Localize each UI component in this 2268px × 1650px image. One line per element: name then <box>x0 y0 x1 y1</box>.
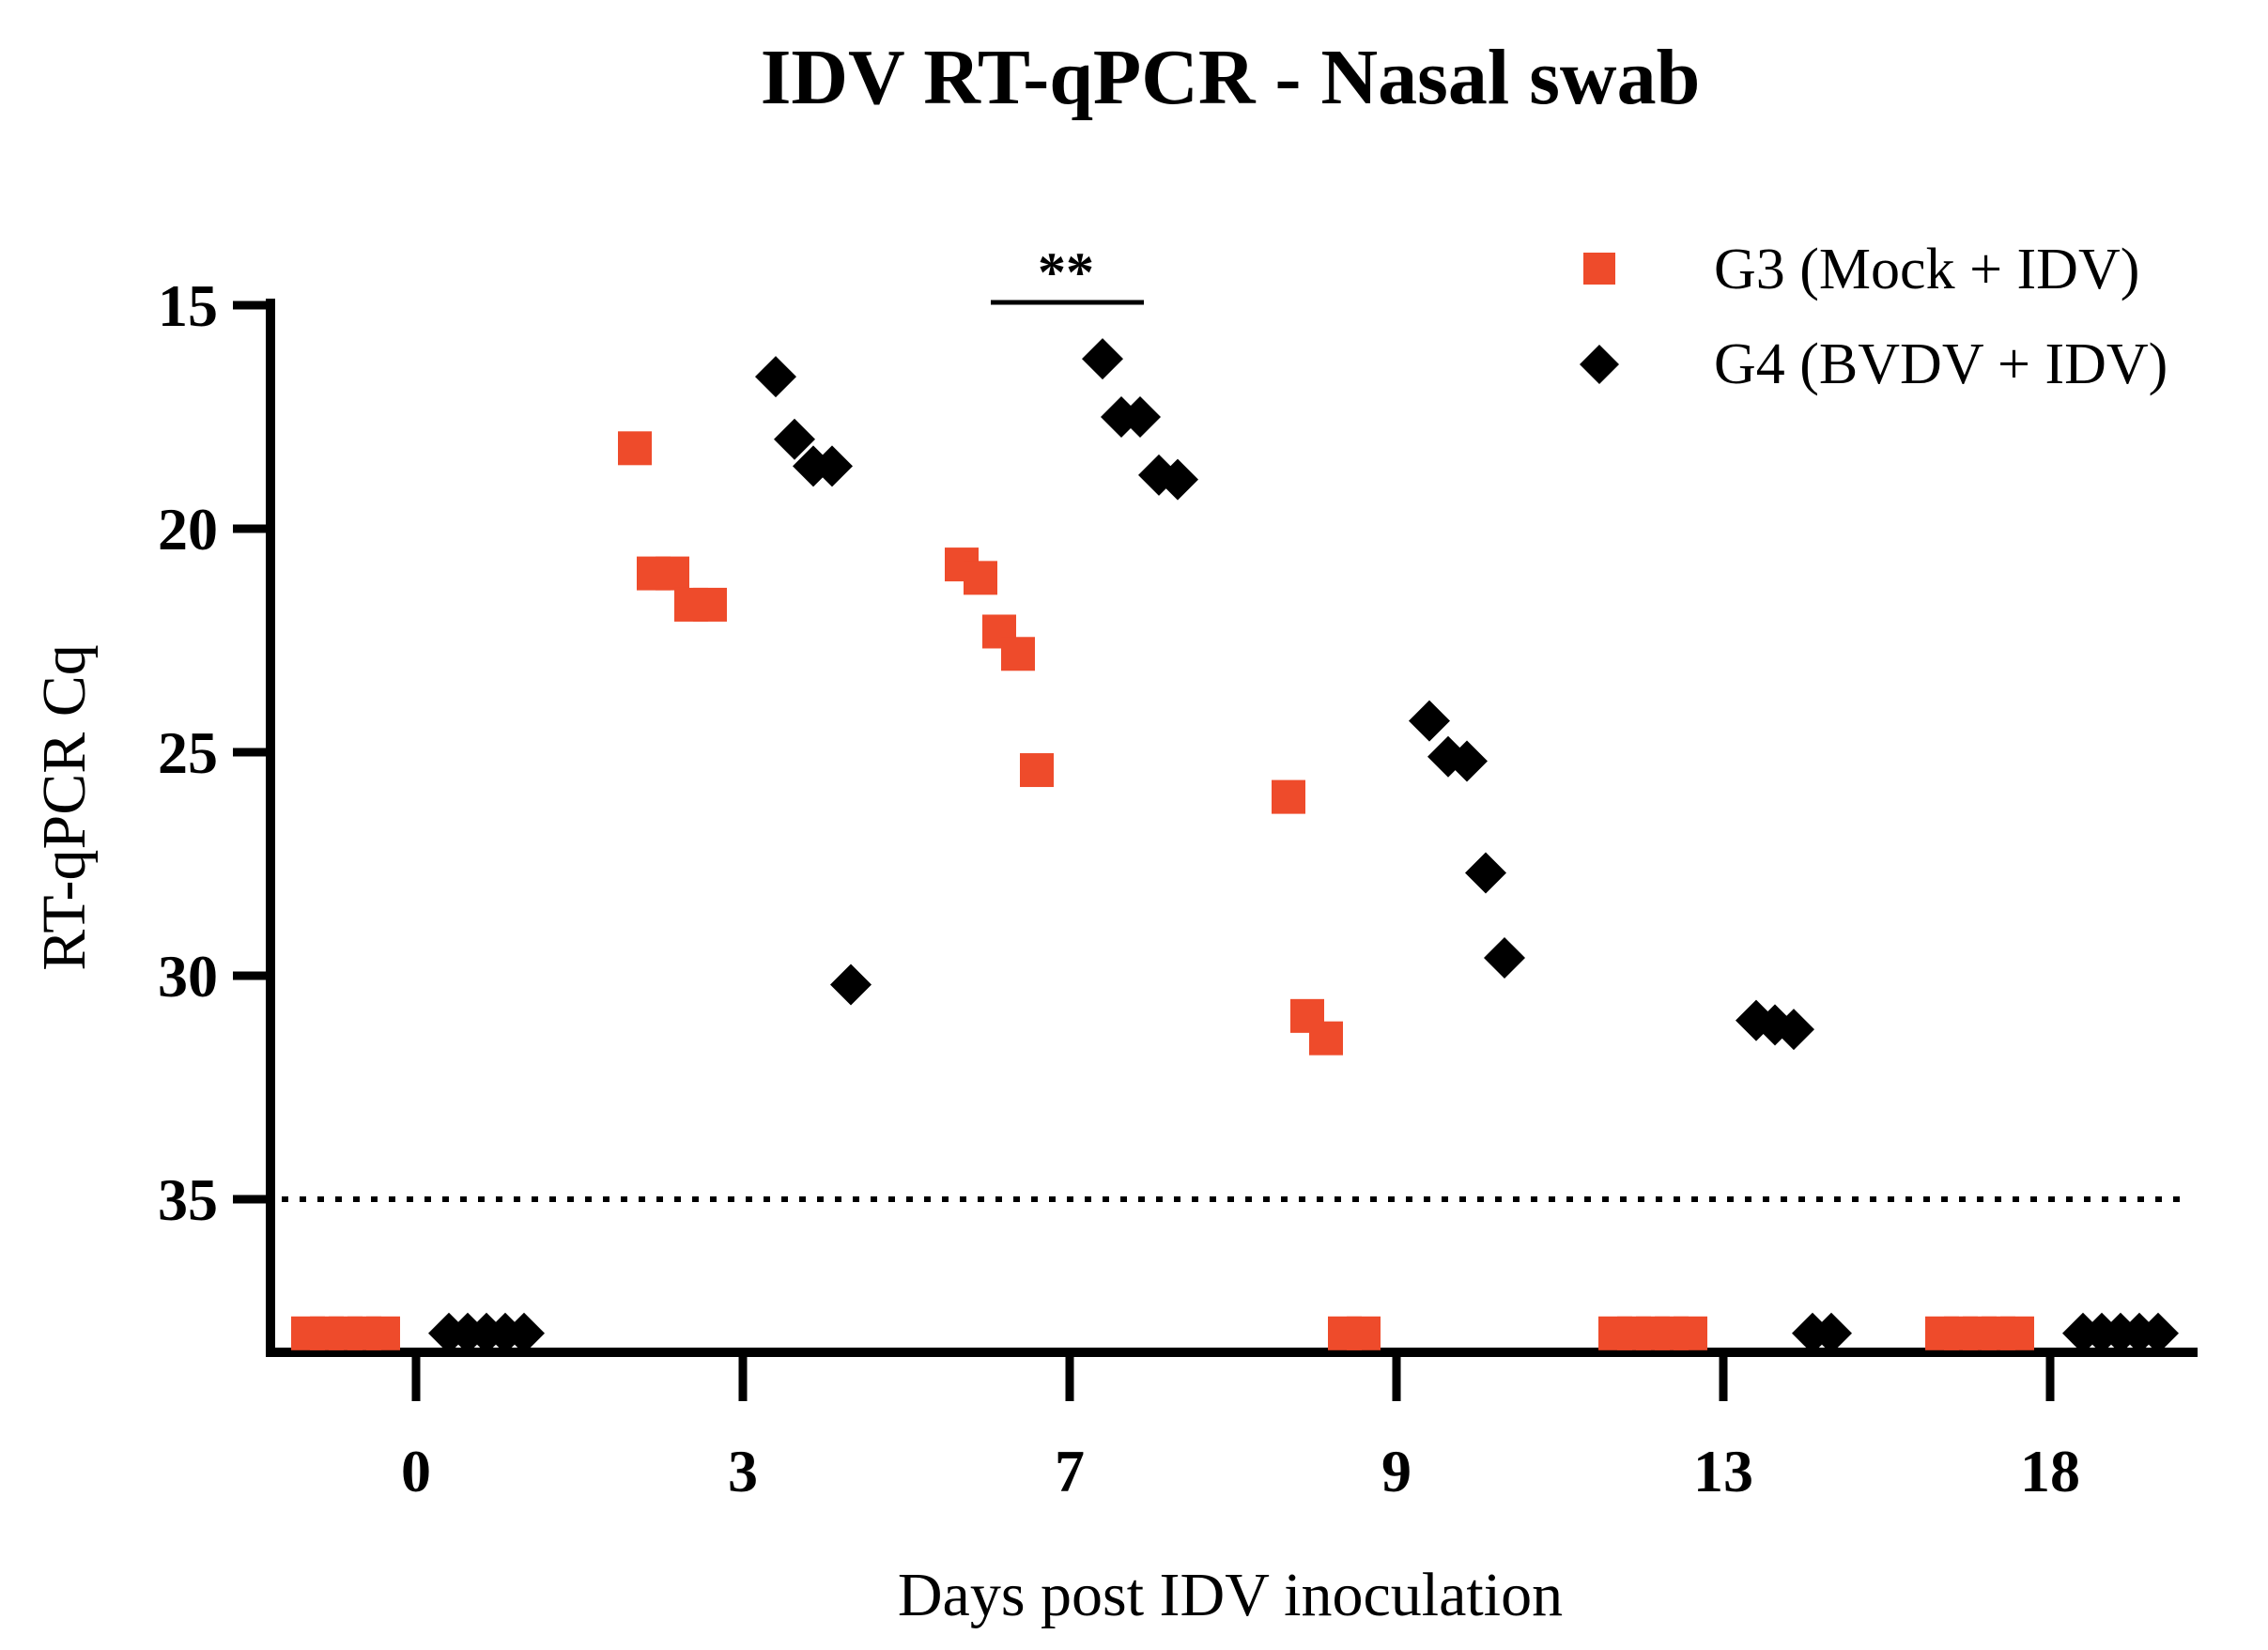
x-tick-label: 13 <box>1693 1438 1753 1504</box>
significance-label: ** <box>1038 241 1094 303</box>
y-axis: 15 20 25 30 35 <box>158 272 275 1355</box>
x-tick-label: 3 <box>728 1438 758 1504</box>
g3-point-day-7 <box>964 561 997 595</box>
y-ticks: 15 20 25 30 35 <box>158 272 270 1233</box>
g3-point-day-3 <box>618 431 652 466</box>
g3-point-day-9 <box>1347 1316 1381 1350</box>
y-tick-label: 35 <box>158 1166 218 1233</box>
g4-point-day-3 <box>774 418 815 460</box>
g3-point-day-7 <box>1020 753 1054 788</box>
g4-point-day-3 <box>830 964 872 1006</box>
g3-point-day-18 <box>2000 1316 2034 1350</box>
x-tick-label: 7 <box>1055 1438 1085 1504</box>
x-ticks: 0 3 7 9 13 18 <box>401 1352 2080 1504</box>
data-points <box>291 338 2179 1354</box>
x-axis-label: Days post IDV inoculation <box>898 1561 1563 1629</box>
x-tick-label: 9 <box>1381 1438 1412 1504</box>
legend-swatch-g3 <box>1583 253 1615 285</box>
g4-point-day-18 <box>2137 1312 2179 1354</box>
g3-point-day-9 <box>1309 1021 1343 1056</box>
g4-point-day-7 <box>1082 338 1123 380</box>
g3-point-day-0 <box>366 1316 400 1350</box>
g4-point-day-0 <box>503 1312 545 1354</box>
g3-point-day-13 <box>1674 1316 1707 1350</box>
y-tick-label: 30 <box>158 943 218 1010</box>
legend-label-g3: G3 (Mock + IDV) <box>1714 238 2139 301</box>
legend-swatch-g4 <box>1580 345 1619 384</box>
g4-point-day-3 <box>811 445 853 487</box>
g4-point-day-9 <box>1409 700 1450 742</box>
g4-point-day-13 <box>1773 1009 1814 1051</box>
g4-point-day-13 <box>1811 1312 1852 1354</box>
g4-point-day-7 <box>1157 458 1198 501</box>
g4-point-day-9 <box>1484 936 1525 979</box>
g4-point-day-7 <box>1119 396 1161 438</box>
g4-point-day-3 <box>755 356 796 398</box>
chart-title: IDV RT-qPCR - Nasal swab <box>761 34 1701 121</box>
significance-marker: ** <box>991 241 1144 305</box>
y-tick-label: 20 <box>158 496 218 563</box>
legend: G3 (Mock + IDV) G4 (BVDV + IDV) <box>1580 238 2168 396</box>
g3-point-day-3 <box>693 587 727 622</box>
y-axis-label: RT-qPCR Cq <box>30 644 99 971</box>
y-tick-label: 15 <box>158 272 218 339</box>
x-tick-label: 18 <box>2020 1438 2080 1504</box>
g3-point-day-3 <box>656 556 689 591</box>
g4-point-day-9 <box>1465 852 1506 894</box>
g4-point-day-9 <box>1446 740 1488 782</box>
y-tick-label: 25 <box>158 719 218 786</box>
g3-point-day-7 <box>1001 637 1035 671</box>
x-tick-label: 0 <box>401 1438 431 1504</box>
legend-label-g4: G4 (BVDV + IDV) <box>1714 332 2168 396</box>
g3-point-day-9 <box>1272 779 1305 814</box>
x-axis: 0 3 7 9 13 18 <box>266 1348 2198 1504</box>
